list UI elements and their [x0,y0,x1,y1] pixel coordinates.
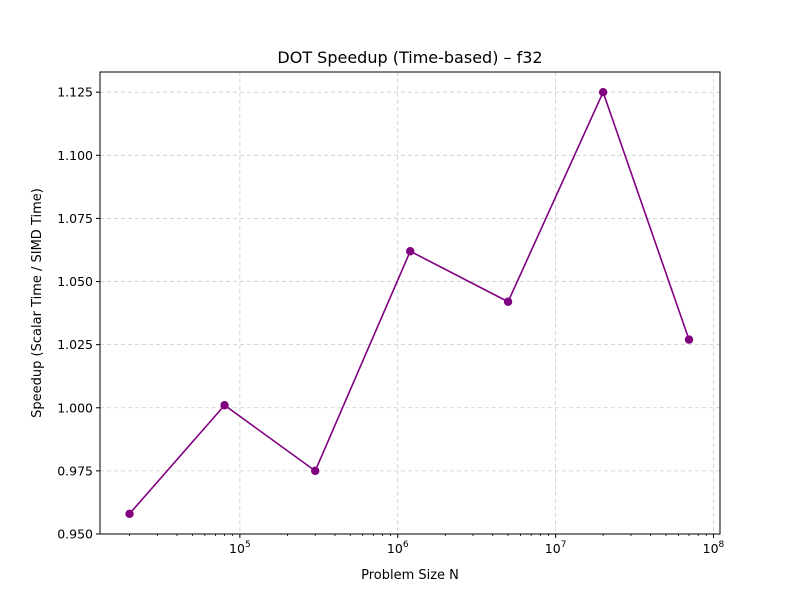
x-tick-label: 107 [545,540,567,556]
y-tick-label: 1.050 [57,274,93,289]
chart-title: DOT Speedup (Time-based) – f32 [277,48,542,67]
series-layer [125,87,694,519]
y-tick-label: 1.025 [57,337,93,352]
data-point [125,509,134,519]
y-tick-label: 1.075 [57,211,93,226]
y-tick-label: 1.000 [57,400,93,415]
data-point [406,247,415,256]
grid [100,72,720,535]
plot-frame [99,71,721,535]
y-tick-label: 1.125 [57,85,93,100]
data-point [220,401,229,410]
data-point [684,335,694,344]
x-tick-label: 108 [703,540,725,556]
x-axis-label: Problem Size N [361,568,459,583]
y-tick-label: 1.100 [57,148,93,163]
x-tick-label: 105 [229,540,251,556]
x-tick-label: 106 [387,540,409,556]
y-tick-label: 0.950 [57,527,93,542]
y-axis-label: Speedup (Scalar Time / SIMD Time) [30,188,45,418]
data-point [598,87,608,97]
data-point [503,297,513,306]
y-tick-label: 0.975 [57,463,93,478]
data-point [310,466,320,476]
ticks: 0.950 0.975 1.000 1.025 1.050 1.075 1.100 1.125… [57,85,724,556]
